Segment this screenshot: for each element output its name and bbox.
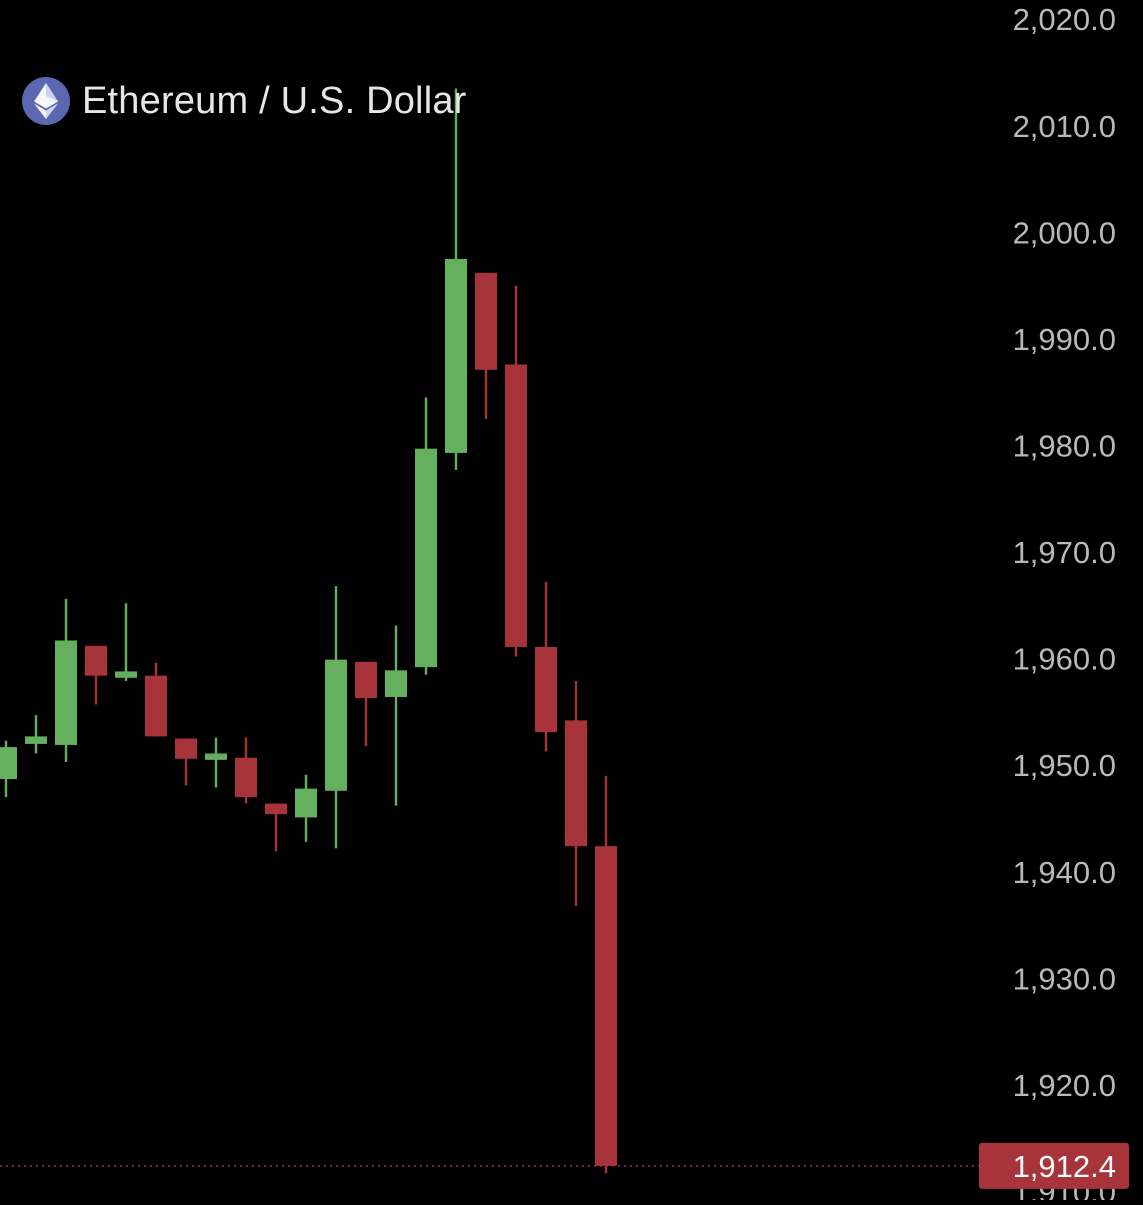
candle[interactable] <box>505 285 527 657</box>
candle[interactable] <box>115 603 137 681</box>
candle-body <box>235 757 257 798</box>
candle-body <box>115 671 137 678</box>
candle[interactable] <box>175 738 197 786</box>
ethereum-glyph <box>34 83 58 119</box>
price-tick-label: 1,980.0 <box>1013 428 1116 463</box>
price-axis: 2,020.0 2,010.0 2,000.0 1,990.0 1,980.0 1,970… <box>1013 2 1116 1205</box>
candle-body <box>145 675 167 737</box>
symbol-title: Ethereum / U.S. Dollar <box>82 79 467 122</box>
candle[interactable] <box>325 586 347 849</box>
candle[interactable] <box>205 737 227 788</box>
candle[interactable] <box>0 740 17 798</box>
candle[interactable] <box>55 598 77 762</box>
candle[interactable] <box>295 774 317 842</box>
price-tick-label: 2,000.0 <box>1013 215 1116 250</box>
candle[interactable] <box>25 715 47 754</box>
candle[interactable] <box>355 661 377 747</box>
ethereum-icon <box>22 77 70 125</box>
candle-body <box>535 646 557 733</box>
candle-body <box>385 670 407 697</box>
candle-body <box>445 258 467 453</box>
candle-body <box>565 720 587 847</box>
candle[interactable] <box>385 625 407 806</box>
candle-body <box>55 640 77 745</box>
candle-body <box>505 364 527 647</box>
candle-body <box>415 448 437 668</box>
candle-body <box>25 736 47 744</box>
candle-body <box>475 272 497 370</box>
price-tick-label: 1,960.0 <box>1013 642 1116 677</box>
price-tick-label: 1,940.0 <box>1013 855 1116 890</box>
candle-body <box>265 803 287 815</box>
candle[interactable] <box>445 88 467 470</box>
candle[interactable] <box>85 645 107 705</box>
candle[interactable] <box>235 737 257 804</box>
price-tick-label: 1,990.0 <box>1013 322 1116 357</box>
last-price-badge: 1,912.4 <box>979 1142 1129 1189</box>
last-price-label: 1,912.4 <box>1013 1149 1116 1184</box>
candle[interactable] <box>595 775 617 1174</box>
candle-body <box>205 753 227 760</box>
candle-body <box>595 846 617 1166</box>
price-tick-label: 1,920.0 <box>1013 1068 1116 1103</box>
candle-body <box>85 645 107 676</box>
candle-body <box>355 661 377 699</box>
candles-layer <box>0 88 617 1174</box>
candle[interactable] <box>415 397 437 675</box>
price-tick-label: 1,970.0 <box>1013 535 1116 570</box>
candle-body <box>325 659 347 791</box>
candle[interactable] <box>145 662 167 737</box>
price-tick-label: 2,010.0 <box>1013 109 1116 144</box>
candle-body <box>0 747 17 780</box>
candle[interactable] <box>475 272 497 419</box>
candle[interactable] <box>265 803 287 852</box>
candle-body <box>175 738 197 759</box>
symbol-header[interactable]: Ethereum / U.S. Dollar <box>22 76 467 126</box>
candle-body <box>295 788 317 818</box>
price-tick-label: 2,020.0 <box>1013 2 1116 37</box>
price-tick-label: 1,950.0 <box>1013 748 1116 783</box>
candle[interactable] <box>565 680 587 906</box>
price-tick-label: 1,930.0 <box>1013 961 1116 996</box>
candle[interactable] <box>535 581 557 752</box>
last-price-badge-bg <box>979 1142 1129 1189</box>
